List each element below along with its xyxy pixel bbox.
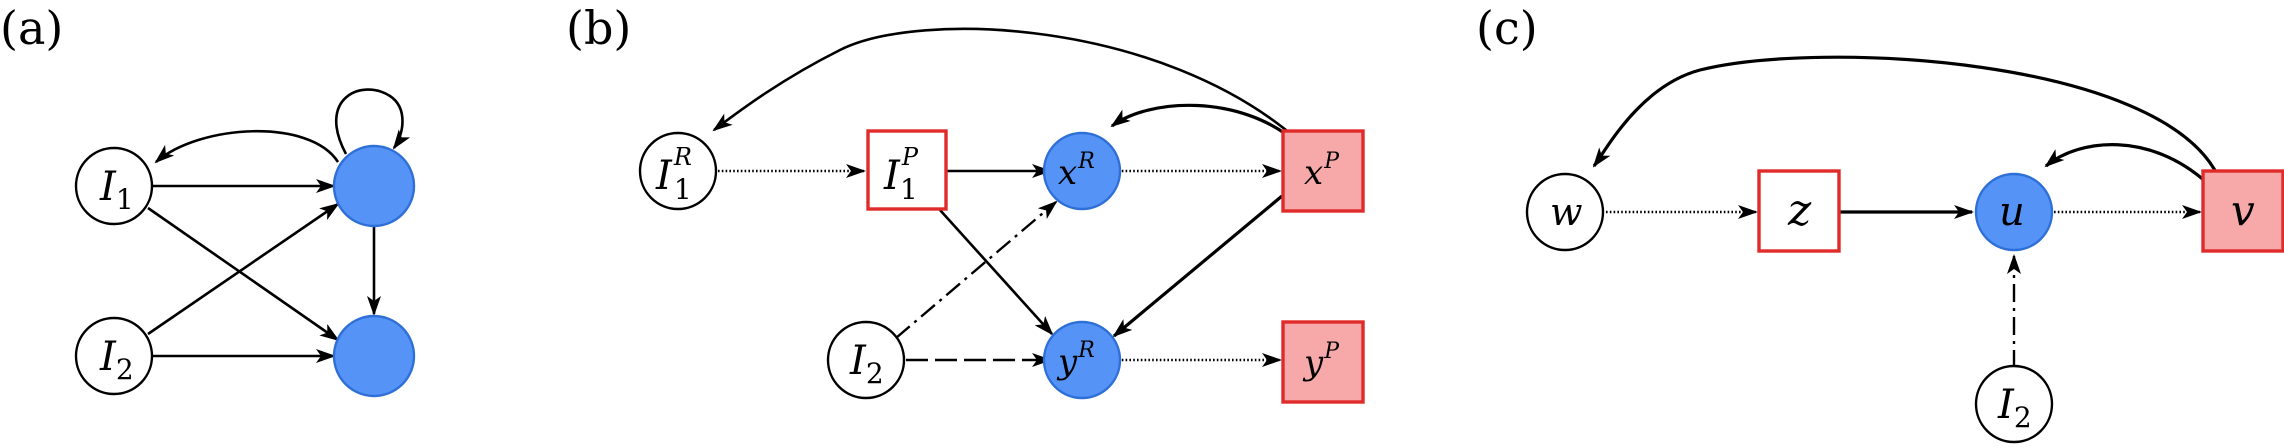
node-b-xr: [1042, 131, 1122, 211]
edge-b-xp-to-i1r: [712, 27, 1299, 141]
node-b-yr-label: yR: [1056, 338, 1095, 382]
node-b-yp-label: yP: [1302, 339, 1340, 383]
node-b-xp: [1281, 129, 1365, 213]
node-a-i2-label: I2: [99, 334, 134, 386]
node-b-i2-label: I2: [849, 338, 884, 390]
node-b-xp-label: xP: [1304, 149, 1340, 193]
node-c-u-label: u: [1999, 189, 2025, 235]
panel-a-label: (a): [0, 1, 63, 55]
edge-c-v-to-u: [2044, 143, 2208, 184]
edge-a-top-to-i1: [154, 129, 340, 164]
node-c-v-label: v: [2231, 186, 2255, 235]
edge-a-self-loop: [334, 88, 411, 155]
panel-a: (a) I1 I2: [0, 1, 416, 398]
edge-b-i2-to-xr: [895, 200, 1058, 339]
node-c-i2: [1974, 364, 2054, 444]
node-a-i1: [74, 146, 154, 226]
panel-b-label: (b): [566, 1, 631, 55]
node-c-u: [1974, 172, 2054, 252]
node-b-yr: [1042, 320, 1122, 400]
panel-b: (b) IR 1 IP 1 xR xP I2 yR yP: [566, 1, 1365, 404]
edge-b-xp-to-xr: [1110, 103, 1298, 144]
node-b-i1p-label: IP 1: [883, 143, 919, 206]
panel-c-label: (c): [1476, 1, 1538, 55]
edge-a-i2-to-top: [147, 202, 340, 336]
node-a-top-blue: [332, 144, 416, 228]
node-b-xr-label: xR: [1058, 149, 1095, 193]
node-c-w: [1525, 172, 1605, 252]
node-c-z: [1757, 169, 1841, 253]
edge-a-i1-to-bottom: [147, 206, 340, 342]
node-a-i1-label: I1: [99, 164, 134, 216]
node-b-i1p: [866, 129, 948, 211]
node-c-v: [2201, 169, 2284, 253]
node-b-i1r-label: IR 1: [655, 143, 692, 206]
node-c-i2-label: I2: [1997, 382, 2032, 434]
node-b-yp: [1281, 320, 1365, 404]
edge-b-i1p-to-yr: [939, 209, 1054, 336]
node-b-i1r: [638, 131, 718, 211]
node-a-i2: [74, 316, 154, 396]
edge-b-xp-to-yr: [1112, 194, 1284, 338]
node-b-i2: [826, 320, 906, 400]
panel-c: (c) w z u v I2: [1476, 1, 2284, 444]
node-c-w-label: w: [1550, 190, 1583, 234]
node-a-bottom-blue: [332, 314, 416, 398]
node-c-z-label: z: [1787, 185, 1812, 236]
edge-c-v-to-w: [1592, 55, 2220, 177]
